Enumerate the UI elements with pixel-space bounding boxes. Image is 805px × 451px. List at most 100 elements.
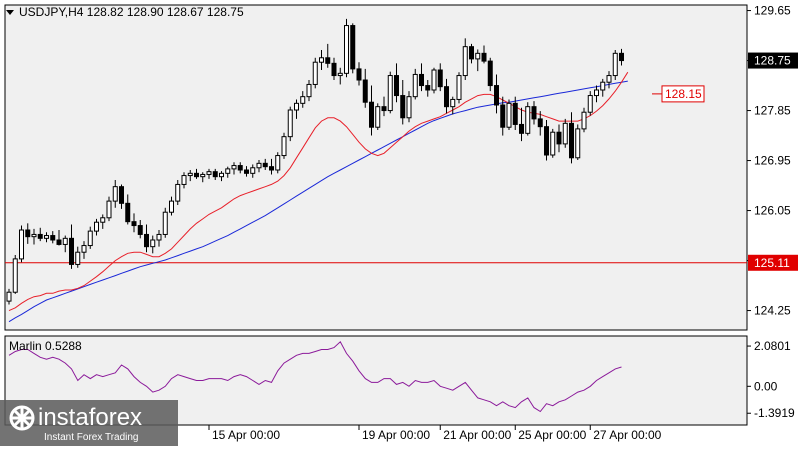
candle bbox=[200, 172, 206, 183]
candle bbox=[400, 80, 406, 125]
candle-body-bull bbox=[150, 239, 156, 248]
symbol-header[interactable]: USDJPY,H4 128.82 128.90 128.67 128.75 bbox=[6, 5, 244, 19]
oscillator-layer bbox=[8, 340, 622, 413]
candle-body-bull bbox=[337, 72, 343, 77]
price-tick-label: 126.05 bbox=[754, 204, 791, 218]
candle-body-bear bbox=[494, 85, 499, 106]
candle-body-bull bbox=[319, 57, 324, 63]
candle-body-bear bbox=[69, 237, 74, 265]
candle bbox=[500, 96, 506, 136]
candle bbox=[187, 170, 193, 182]
candle-body-bear bbox=[50, 235, 56, 241]
time-tick-label: 15 Apr 00:00 bbox=[212, 428, 280, 442]
candle-body-bear bbox=[569, 122, 574, 159]
candle-body-bull bbox=[506, 102, 512, 128]
candle-body-bull bbox=[250, 167, 256, 174]
candle-body-bull bbox=[456, 75, 462, 100]
instaforex-logo-icon bbox=[9, 405, 35, 431]
candle-body-bull bbox=[294, 102, 299, 111]
candle bbox=[337, 67, 343, 85]
candle bbox=[12, 255, 18, 294]
candle-body-bull bbox=[550, 131, 556, 156]
candle bbox=[394, 63, 399, 103]
candle bbox=[562, 118, 568, 148]
candle-body-bear bbox=[356, 68, 362, 81]
candle bbox=[244, 166, 249, 177]
price-panel[interactable] bbox=[4, 4, 748, 331]
support-level-label: 125.11 bbox=[754, 256, 790, 270]
candle-body-bear bbox=[487, 60, 493, 87]
candle-body-bull bbox=[606, 75, 612, 83]
candle bbox=[69, 224, 74, 269]
candle-body-bull bbox=[462, 46, 468, 77]
candle-body-bull bbox=[431, 69, 437, 91]
candle-body-bull bbox=[612, 52, 618, 77]
candle-body-bear bbox=[244, 169, 249, 174]
candle bbox=[331, 57, 337, 80]
candle bbox=[225, 166, 231, 178]
candle bbox=[531, 101, 537, 125]
osc-tick-label: 2.0801 bbox=[754, 339, 791, 353]
candle bbox=[269, 158, 274, 175]
callout-label: 128.15 bbox=[665, 87, 702, 101]
candle-body-bull bbox=[412, 73, 418, 98]
candle-body-bear bbox=[394, 75, 399, 97]
candle-body-bull bbox=[275, 155, 281, 171]
candle bbox=[469, 43, 474, 64]
dropdown-triangle-icon[interactable] bbox=[6, 10, 14, 15]
candle bbox=[600, 78, 606, 97]
time-tick-label: 25 Apr 00:00 bbox=[518, 428, 586, 442]
candle bbox=[419, 63, 424, 92]
candle-body-bear bbox=[212, 171, 218, 178]
candle bbox=[519, 107, 524, 142]
candle-body-bull bbox=[106, 200, 112, 219]
candle bbox=[406, 91, 412, 123]
candle bbox=[575, 124, 581, 160]
price-tick-label: 124.25 bbox=[754, 304, 791, 318]
ma-fast-line bbox=[8, 71, 629, 312]
candle bbox=[219, 171, 224, 182]
candle-body-bull bbox=[450, 98, 456, 108]
candle-body-bull bbox=[475, 52, 481, 60]
candle-body-bear bbox=[531, 106, 537, 120]
candle bbox=[444, 78, 449, 114]
candle-body-bull bbox=[200, 173, 206, 178]
candle bbox=[544, 120, 549, 161]
watermark: instaforex Instant Forex Trading bbox=[0, 400, 178, 446]
candle-body-bull bbox=[525, 106, 531, 134]
candle bbox=[87, 226, 93, 249]
candle bbox=[112, 180, 118, 208]
candle bbox=[569, 112, 574, 164]
candle bbox=[206, 168, 212, 179]
candle bbox=[344, 18, 349, 78]
candle bbox=[387, 71, 393, 114]
candle-body-bull bbox=[100, 217, 106, 223]
candle-body-bear bbox=[544, 126, 549, 156]
candle bbox=[306, 80, 312, 102]
candle bbox=[262, 158, 268, 170]
candle bbox=[325, 43, 331, 68]
candle-body-bear bbox=[125, 202, 131, 223]
candle-body-bull bbox=[169, 200, 174, 213]
candle bbox=[475, 49, 481, 72]
candle-body-bear bbox=[469, 46, 474, 60]
candle-body-bear bbox=[444, 86, 449, 108]
candle-body-bear bbox=[262, 162, 268, 168]
candle-body-bull bbox=[12, 258, 18, 293]
candle bbox=[19, 225, 24, 263]
candle bbox=[137, 220, 143, 239]
candle-body-bull bbox=[306, 83, 312, 98]
candle bbox=[356, 62, 362, 86]
candle-body-bull bbox=[594, 89, 599, 97]
candle bbox=[144, 224, 149, 253]
candle-body-bear bbox=[425, 85, 431, 91]
candle bbox=[481, 45, 487, 64]
moving-average-layer bbox=[8, 71, 629, 323]
candle bbox=[50, 231, 56, 244]
candle bbox=[150, 235, 156, 254]
candle bbox=[525, 102, 531, 136]
candle-body-bull bbox=[300, 96, 306, 104]
candle bbox=[294, 99, 299, 119]
candle-body-bull bbox=[225, 168, 231, 174]
